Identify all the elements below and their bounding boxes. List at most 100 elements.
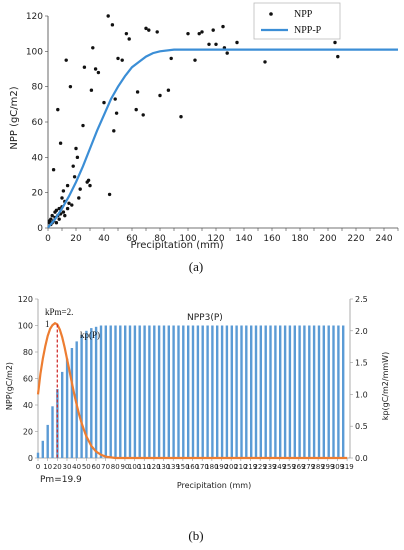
npp-data-point [200, 30, 204, 34]
npp-data-point [50, 213, 54, 218]
legend-npp-p-label: NPP-P [294, 25, 322, 36]
panel-b-x-tick-label: 229 [253, 463, 266, 471]
npp-data-point [120, 58, 124, 62]
panel-b-y2-tick-label: 0.0 [355, 454, 368, 463]
npp3-bar [99, 325, 103, 458]
npp-data-point [221, 24, 225, 29]
npp3-bar [80, 334, 83, 458]
npp3-bar [104, 325, 107, 458]
panel-a-x-tick-label: 240 [375, 234, 392, 244]
panel-b-x-tick-label: 80 [111, 463, 120, 471]
npp3-bar [308, 325, 311, 458]
panel-b-x-tick-label: 180 [205, 463, 218, 471]
npp-data-point [127, 37, 131, 41]
npp-data-point [58, 141, 63, 145]
npp-data-point [61, 189, 66, 193]
panel-a-legend: NPP NPP-P [253, 2, 341, 40]
npp3-bar [36, 452, 40, 458]
npp-data-point [144, 26, 148, 31]
panel-b-y-tick-label: 60 [23, 375, 33, 384]
npp-data-point [91, 46, 95, 50]
npp3-bar [211, 325, 214, 458]
npp-data-point [61, 210, 66, 214]
npp-data-point [56, 107, 60, 112]
npp-data-point [112, 129, 116, 133]
panel-b-x-tick-label: 309 [331, 463, 344, 471]
npp3-bar [279, 325, 282, 458]
npp3-bar [85, 330, 88, 458]
npp-data-point [214, 42, 218, 46]
panel-a-x-axis-label: Precipitation (mm) [131, 240, 224, 251]
panel-b-x-axis-label: Precipitation (mm) [177, 481, 251, 490]
panel-b-x-tick-label: 170 [196, 463, 209, 471]
npp3-bar [216, 325, 219, 458]
npp3-bar [109, 325, 112, 458]
panel-b-x-tick-label: 70 [101, 463, 110, 471]
npp-data-point [71, 164, 75, 168]
npp3-annotation: NPP3(P) [187, 313, 223, 323]
npp-data-point [102, 100, 106, 105]
npp-data-point [75, 155, 80, 160]
panel-a-x-tick-label: 60 [126, 234, 138, 244]
npp3-bar [138, 325, 141, 458]
panel-b-x-tick-label: 20 [53, 463, 62, 471]
npp3-bar [187, 325, 190, 458]
panel-a-y-tick-label: 80 [32, 83, 44, 93]
panel-b-y-tick-label: 100 [18, 322, 33, 331]
npp-data-point [64, 58, 68, 62]
npp3-bar [172, 325, 175, 458]
npp-data-point [82, 65, 87, 69]
npp3-bar [143, 325, 146, 458]
panel-b-x-tick-label: 160 [186, 463, 199, 471]
npp-data-point [166, 88, 171, 92]
npp-data-point [63, 213, 67, 218]
npp3-bar [250, 325, 253, 458]
panel-b-x-tick-label: 269 [292, 463, 305, 471]
panel-b-x-tick-label: 30 [63, 463, 72, 471]
npp-data-point [49, 217, 53, 221]
npp-data-point [235, 40, 239, 45]
npp3-bar [298, 325, 301, 458]
npp3-bar [332, 325, 335, 458]
panel-a: 0 20 40 60 80 100 120 140 160 180 200 220 240 0 20 40 60… [9, 2, 399, 274]
panel-a-y-tick-label: 100 [26, 47, 43, 57]
npp3-bar [148, 325, 151, 458]
panel-b-x-tick-label: 289 [311, 463, 324, 471]
npp-data-point [116, 56, 120, 61]
npp-data-point [169, 56, 173, 61]
npp3-bar [312, 325, 316, 458]
npp-data-point [124, 31, 129, 36]
panel-b-y-tick-label: 20 [23, 428, 33, 437]
npp3-bar [288, 325, 292, 458]
npp-data-point [135, 90, 140, 94]
npp-data-point [51, 168, 56, 172]
npp3-bar [94, 326, 98, 458]
npp-data-point [89, 88, 94, 92]
npp3-bar [303, 325, 306, 458]
panel-b-y2-tick-label: 2.0 [355, 327, 368, 336]
npp-data-point [65, 206, 70, 211]
npp-data-point [54, 221, 59, 225]
panel-b-x-tick-label: 10 [43, 463, 52, 471]
npp-data-point [57, 206, 61, 211]
panel-b-x-tick-label: 259 [282, 463, 295, 471]
panel-a-x-tick-label: 100 [179, 234, 196, 244]
npp-data-point [107, 192, 112, 197]
npp3-bar [254, 325, 258, 458]
npp-data-point [333, 40, 337, 45]
npp3-bar [119, 325, 122, 458]
panel-b-x-tick-label: 60 [91, 463, 100, 471]
npp-data-point [72, 175, 77, 179]
npp3-bar [182, 325, 185, 458]
npp3-bar [317, 325, 321, 458]
npp-data-point [141, 113, 145, 117]
npp-data-point [74, 146, 78, 151]
panel-b-x-tick-label: 319 [340, 463, 353, 471]
panel-b-x-tick-label: 210 [234, 463, 247, 471]
npp3-bar [283, 325, 287, 458]
panel-a-x-tick-label: 0 [45, 234, 51, 244]
panel-b-x-tick-label: 50 [82, 463, 91, 471]
panel-a-y-tick-label: 40 [32, 153, 44, 163]
